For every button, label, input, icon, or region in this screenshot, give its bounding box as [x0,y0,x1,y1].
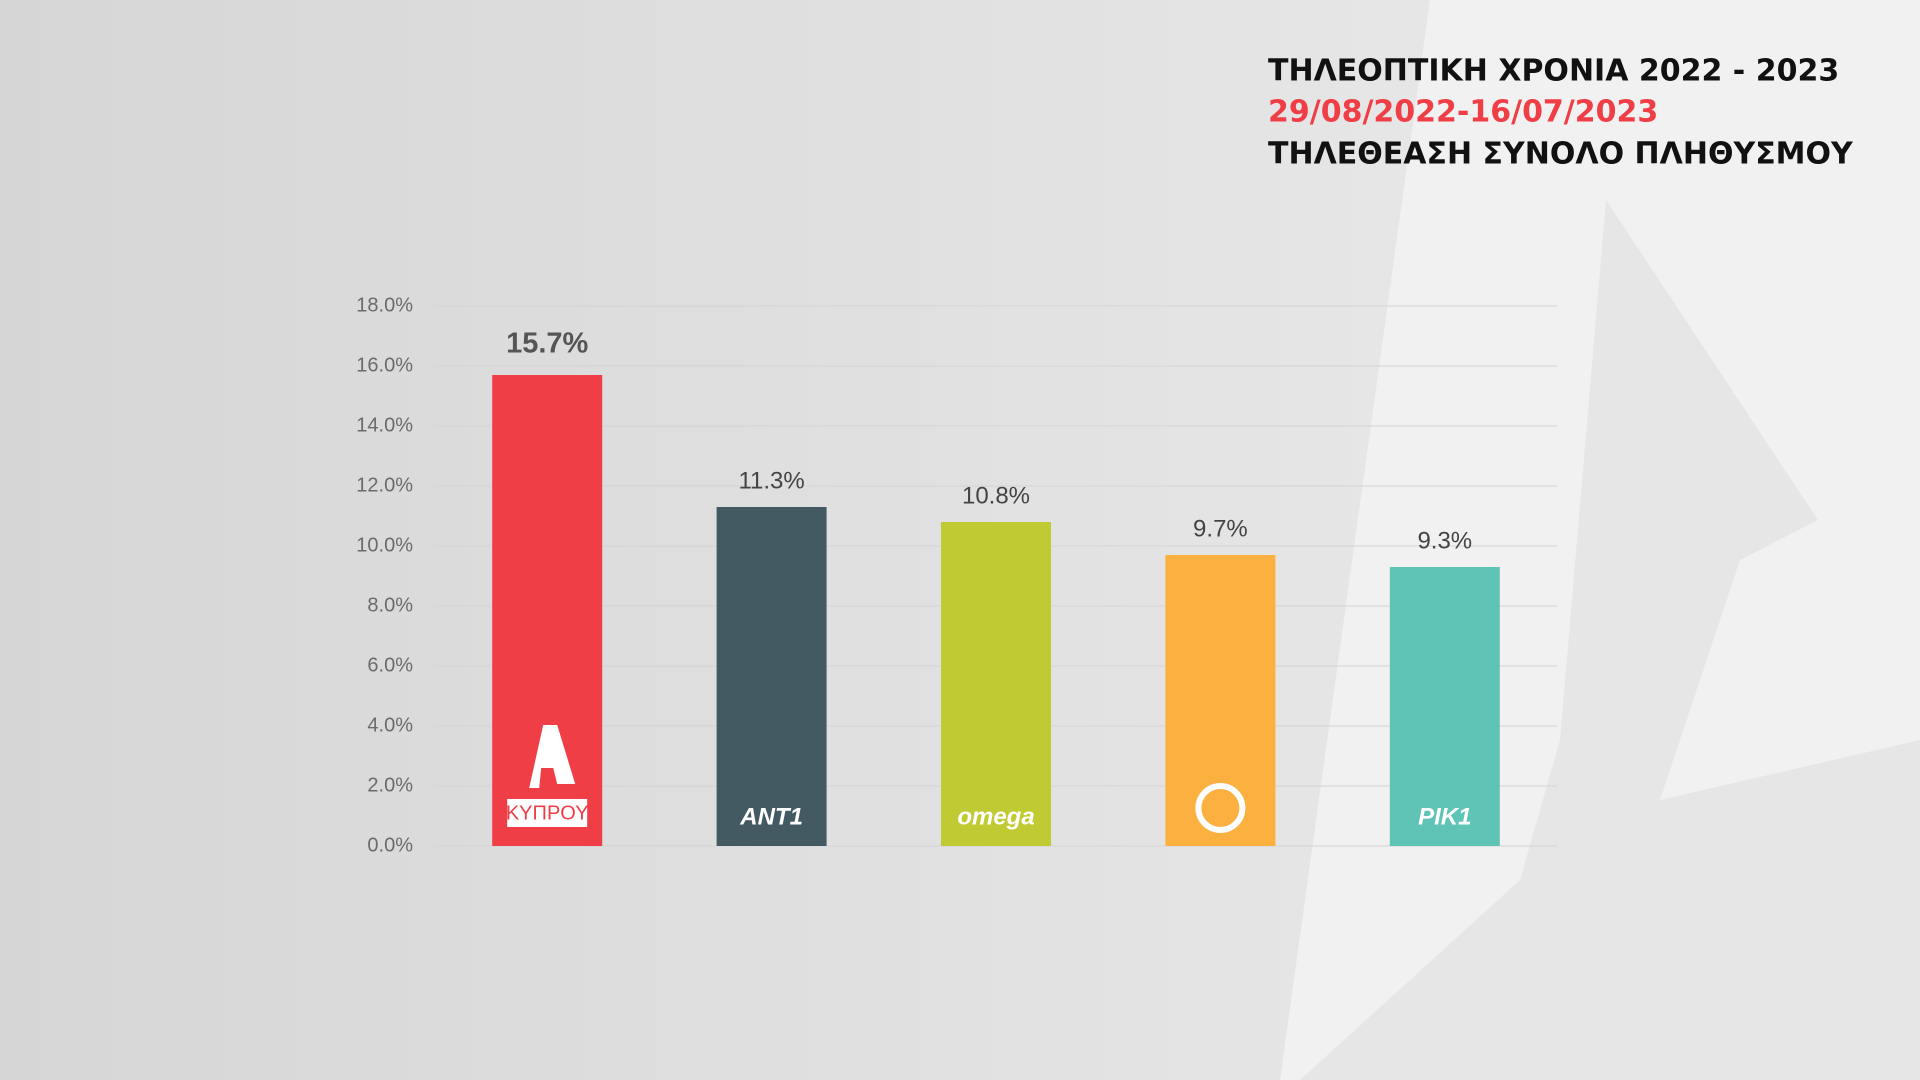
logo-box [507,799,588,827]
value-label: 9.7% [1193,515,1248,542]
category-label: ANT1 [739,803,803,830]
bar [1165,555,1276,846]
category-label: omega [957,803,1034,830]
bar [941,522,1051,846]
bar [1389,567,1500,846]
value-label: 11.3% [738,467,804,494]
value-label: 10.8% [962,482,1030,509]
y-tick-label: 12.0% [356,474,413,496]
y-tick-label: 2.0% [367,774,413,796]
decor-shape [1300,200,1920,1080]
y-tick-label: 4.0% [367,714,413,736]
y-tick-label: 0.0% [367,834,413,856]
y-tick-label: 18.0% [356,294,413,316]
category-label: ΡΙΚ1 [1418,803,1471,830]
category-label: ΚΥΠΡΟΥ [506,802,589,824]
logo-shape [529,725,576,788]
title: ΤΗΛΕΟΠΤΙΚΗ ΧΡΟΝΙΑ 2022 - 2023 [1268,54,1839,89]
plot: 0.0% 2.0% 4.0% 6.0% 8.0% 10.0% 12.0% 14.0% 16.0%… [356,294,1557,856]
bar [716,507,827,846]
y-tick-label: 10.0% [356,534,413,556]
value-label: 9.3% [1417,527,1472,554]
subtitle: 29/08/2022-16/07/2023 [1268,95,1658,130]
y-tick-label: 16.0% [356,354,413,376]
caption: ΤΗΛΕΘΕΑΣΗ ΣΥΝΟΛΟ ΠΛΗΘΥΣΜΟΥ [1268,137,1854,172]
value-label: 15.7% [506,328,588,360]
y-tick-label: 6.0% [367,654,413,676]
logo-shape [1195,783,1246,833]
y-tick-label: 14.0% [356,414,413,436]
bar [492,375,603,846]
y-tick-label: 8.0% [367,594,413,616]
